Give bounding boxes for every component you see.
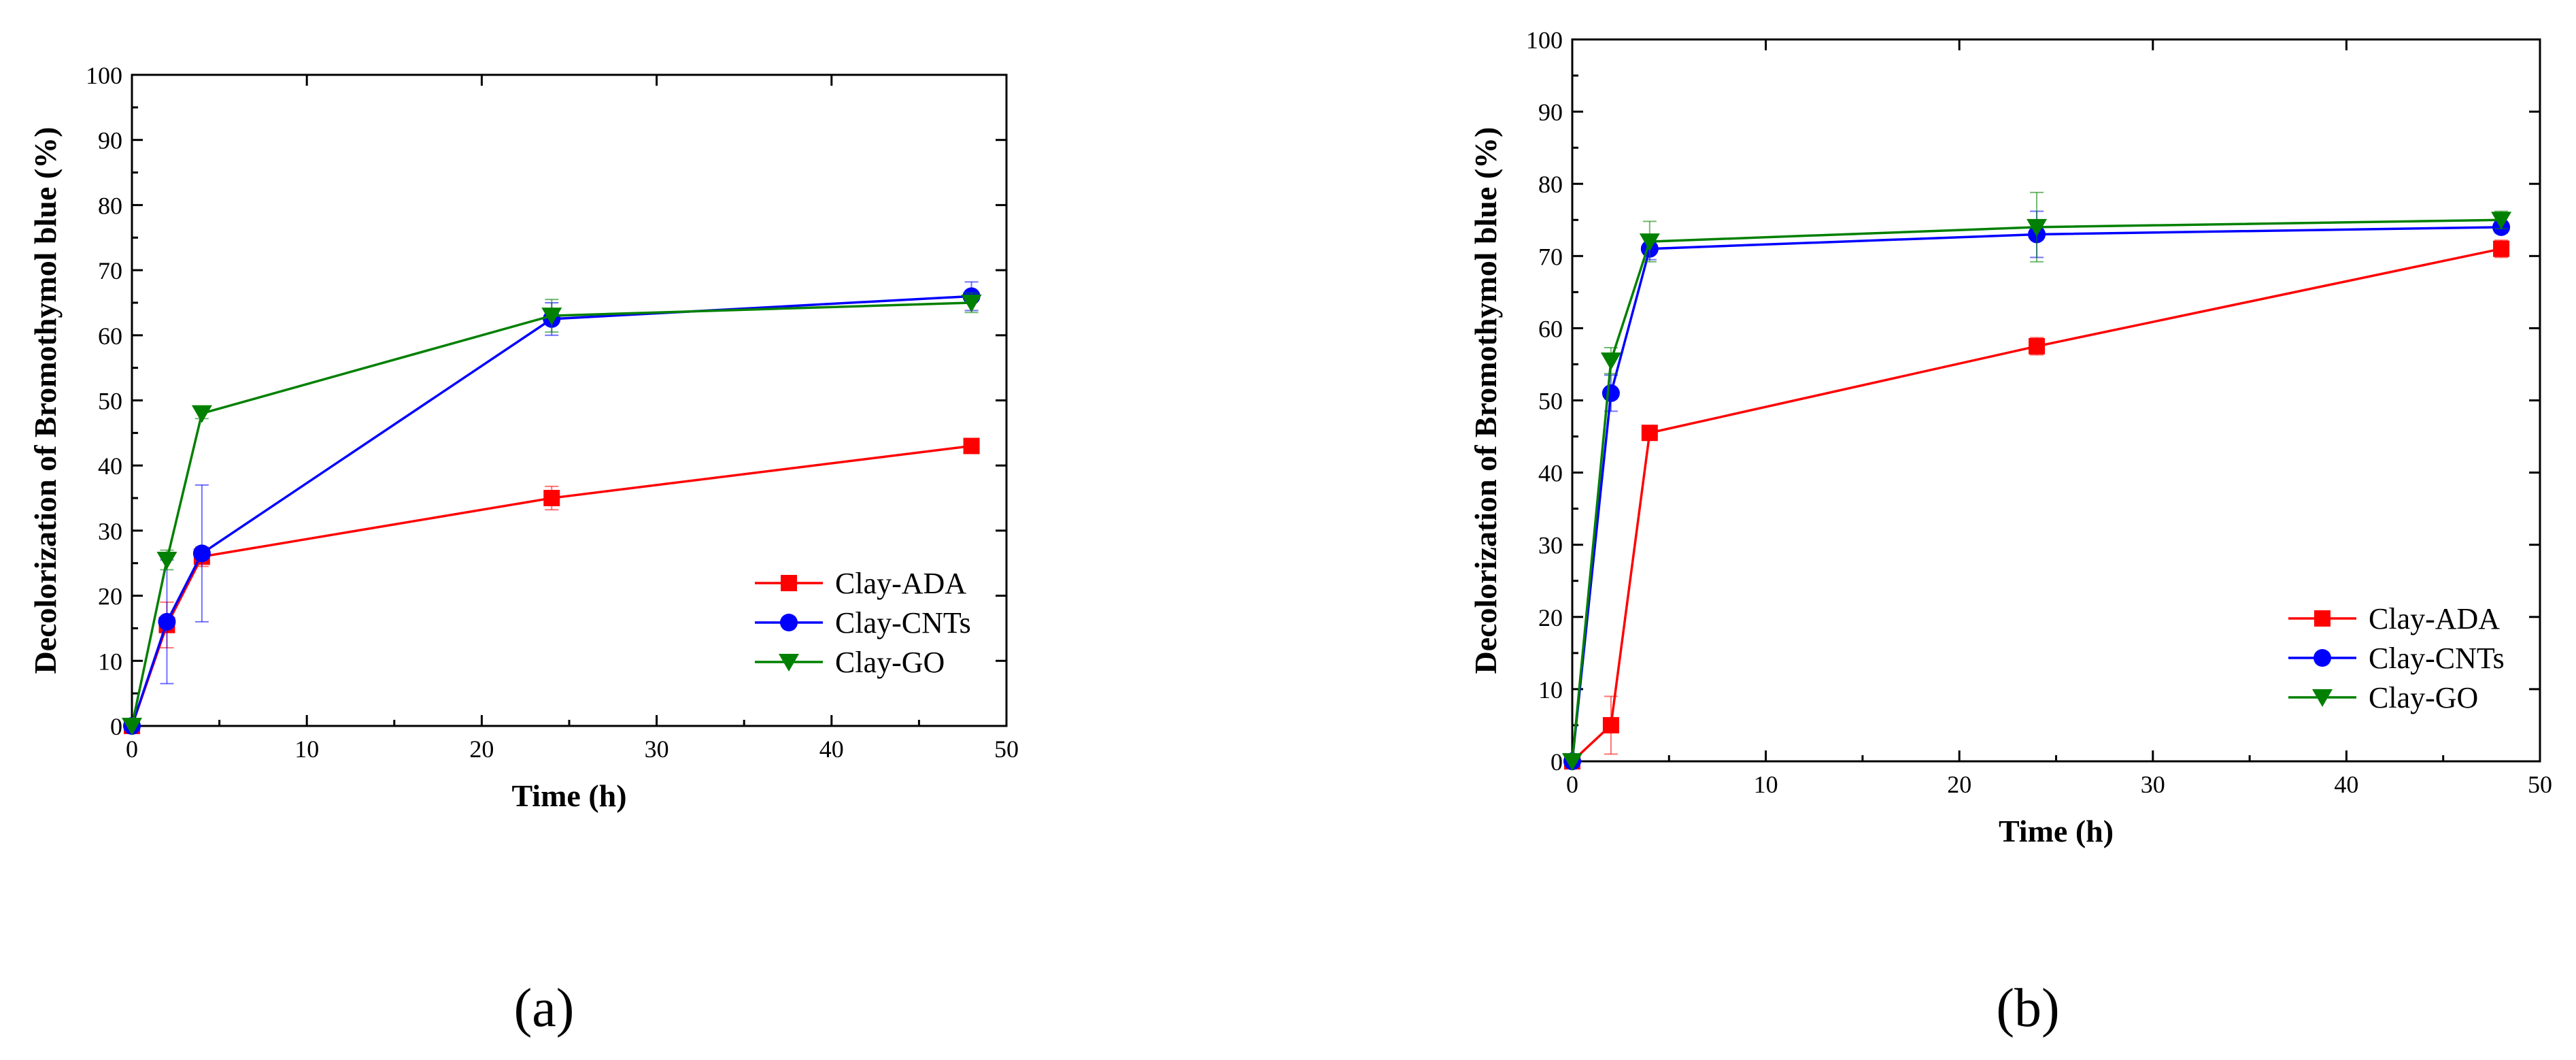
- x-axis-title: Time (h): [511, 778, 626, 813]
- y-tick-label: 10: [1538, 676, 1563, 703]
- panel-label: (a): [514, 978, 575, 1038]
- x-tick-label: 10: [1754, 771, 1778, 798]
- legend: Clay-ADA Clay-CNTs Clay-GO: [2288, 602, 2505, 714]
- legend-label: Clay-ADA: [2369, 602, 2500, 635]
- x-tick-label: 20: [1947, 771, 1971, 798]
- legend-label: Clay-CNTs: [835, 606, 971, 640]
- x-tick-label: 50: [994, 735, 1019, 763]
- x-axis-title: Time (h): [1999, 814, 2114, 848]
- data-point: [2493, 240, 2510, 257]
- y-tick-label: 40: [98, 452, 122, 480]
- y-tick-label: 60: [98, 322, 122, 350]
- x-tick-label: 50: [2528, 771, 2552, 798]
- y-tick-label: 50: [98, 388, 122, 415]
- y-tick-label: 20: [98, 583, 122, 610]
- y-axis-title: Decolorization of Bromothymol blue (%): [28, 127, 63, 674]
- panel-label: (b): [1996, 978, 2059, 1038]
- panel-b: 0 10 20 30 40 50 0 10 20 30 40 50 60 70 80 90 100 Time (h…: [1468, 27, 2552, 1038]
- x-tick-label: 0: [126, 735, 138, 763]
- x-tick-label: 40: [819, 735, 844, 763]
- y-tick-label: 0: [1550, 748, 1563, 776]
- legend: Clay-ADA Clay-CNTs Clay-GO: [755, 567, 971, 679]
- y-tick-label: 100: [1526, 27, 1563, 54]
- data-point: [1601, 384, 1620, 402]
- legend-swatch-marker: [781, 575, 797, 591]
- legend-swatch-marker: [779, 654, 799, 672]
- y-tick-label: 60: [1538, 315, 1563, 342]
- x-tick-label: 20: [469, 735, 494, 763]
- y-tick-label: 40: [1538, 460, 1563, 487]
- y-tick-label: 50: [1538, 388, 1563, 415]
- data-point: [1562, 753, 1582, 771]
- y-tick-label: 30: [98, 518, 122, 545]
- series-clay-go: [122, 292, 982, 735]
- y-axis-title: Decolorization of Bromothymol blue (%): [1468, 127, 1503, 674]
- data-point: [191, 405, 212, 423]
- data-point: [963, 437, 980, 454]
- legend-label: Clay-GO: [2369, 681, 2478, 714]
- x-tick-label: 30: [645, 735, 669, 763]
- data-point: [156, 551, 177, 569]
- y-tick-label: 70: [98, 257, 122, 284]
- panel-a: 0 10 20 30 40 50 0 10 20 30 40 50 60 70 80 90 100 Time (h…: [28, 62, 1019, 1038]
- data-point: [543, 490, 560, 507]
- legend-swatch-marker: [2314, 610, 2331, 627]
- y-tick-label: 70: [1538, 243, 1563, 270]
- y-tick-label: 20: [1538, 604, 1563, 631]
- y-tick-label: 90: [98, 127, 122, 154]
- legend-label: Clay-GO: [835, 646, 945, 679]
- data-point: [122, 718, 142, 735]
- series-clay-go: [1562, 191, 2512, 771]
- y-tick-label: 10: [98, 648, 122, 675]
- y-tick-label: 30: [1538, 532, 1563, 559]
- data-point: [1641, 425, 1658, 442]
- legend-swatch-marker: [2312, 689, 2333, 707]
- legend-label: Clay-CNTs: [2369, 642, 2505, 675]
- x-tick-label: 30: [2141, 771, 2165, 798]
- data-point: [158, 612, 176, 631]
- data-point: [192, 544, 211, 563]
- legend-label: Clay-ADA: [835, 567, 966, 600]
- y-tick-label: 100: [86, 62, 122, 89]
- data-point: [1600, 352, 1621, 371]
- data-point: [2027, 218, 2048, 237]
- x-tick-label: 40: [2334, 771, 2358, 798]
- legend-swatch-marker: [2314, 649, 2331, 667]
- data-point: [2029, 337, 2046, 354]
- y-tick-label: 80: [1538, 171, 1563, 198]
- y-tick-label: 0: [110, 713, 122, 740]
- data-point: [961, 294, 982, 312]
- x-tick-label: 0: [1566, 771, 1578, 798]
- legend-swatch-marker: [780, 614, 798, 631]
- data-point: [1639, 233, 1660, 252]
- data-point: [541, 308, 562, 326]
- x-tick-label: 10: [294, 735, 319, 763]
- data-point: [1602, 716, 1619, 733]
- data-point: [2491, 212, 2512, 230]
- y-tick-label: 90: [1538, 99, 1563, 126]
- y-tick-label: 80: [98, 192, 122, 219]
